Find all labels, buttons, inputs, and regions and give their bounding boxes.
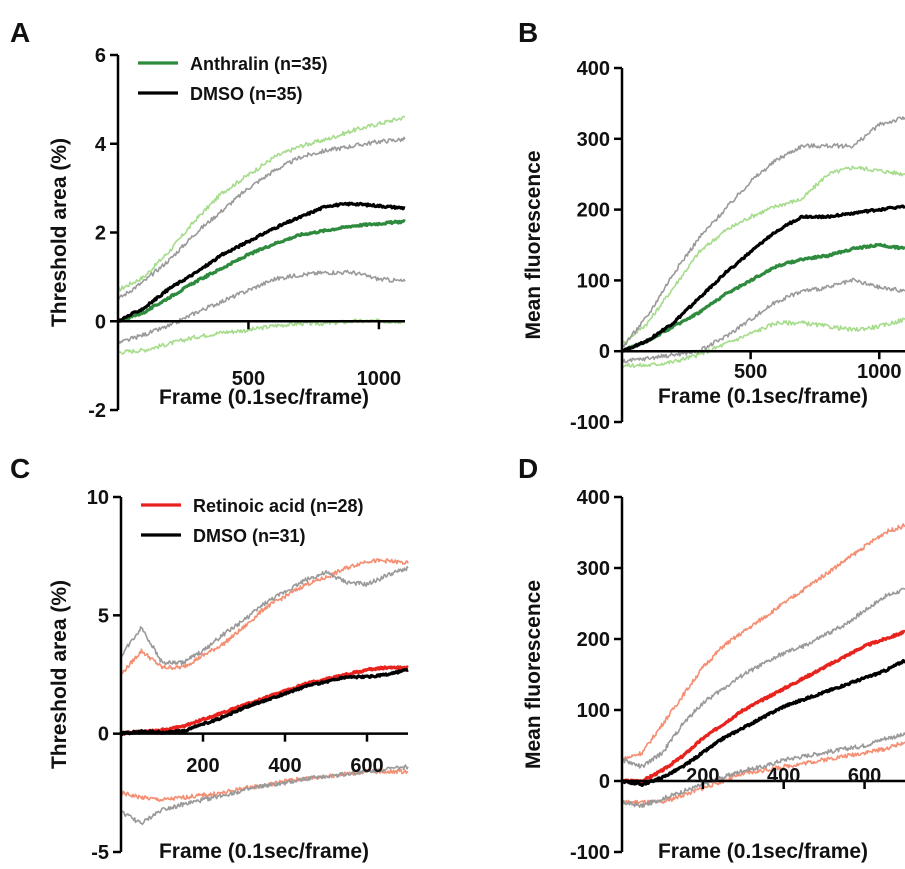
y-tick-label: -2: [88, 400, 106, 422]
series-mean-line: [620, 204, 905, 354]
anthralin-mean-line: [116, 219, 406, 323]
y-tick-label: -100: [570, 412, 610, 434]
retinoic-mean-line: [120, 665, 409, 736]
x-tick-label: 1000: [857, 361, 902, 383]
y-tick-label: 200: [577, 200, 610, 222]
y-axis-title: Threshold area (%): [48, 580, 71, 769]
series-mean-line: [620, 658, 905, 788]
y-tick-label: 300: [577, 558, 610, 580]
dmso-mean-line: [119, 668, 409, 737]
series-group: [620, 523, 905, 809]
x-axis-title: Frame (0.1sec/frame): [159, 386, 369, 409]
y-tick-label: 0: [599, 341, 610, 363]
series-plusSD-line: [117, 115, 406, 292]
series-plusSD-line: [120, 558, 409, 676]
x-axis-title: Frame (0.1sec/frame): [658, 385, 868, 408]
y-tick-label: -100: [570, 842, 610, 864]
y-tick-label: 6: [95, 45, 106, 67]
x-axis-title: Frame (0.1sec/frame): [658, 840, 868, 863]
y-tick-label: 200: [577, 629, 610, 651]
y-tick-label: 100: [577, 270, 610, 292]
dmso-mean-line: [116, 201, 406, 323]
series-minusSD-line: [621, 741, 905, 806]
series-minusSD-line: [117, 269, 406, 345]
series-group: [620, 116, 905, 369]
series-plusSD-line: [621, 116, 905, 349]
y-axis-title: Mean fluorescence: [522, 580, 545, 769]
y-tick-label: 0: [98, 724, 109, 746]
series-mean-line: [620, 629, 905, 784]
series-minusSD-line: [621, 277, 905, 364]
y-tick-label: -5: [91, 842, 109, 864]
x-tick-label: 600: [848, 765, 881, 787]
series-group: [116, 115, 406, 355]
x-tick-label: 200: [686, 765, 719, 787]
y-tick-label: 0: [599, 771, 610, 793]
y-tick-label: 4: [95, 134, 107, 156]
x-tick-label: 1000: [357, 368, 402, 390]
legend: Anthralin (n=35) DMSO (n=35): [138, 54, 328, 104]
series-group: [119, 558, 409, 826]
y-tick-label: 5: [98, 605, 109, 627]
y-tick-label: 300: [577, 129, 610, 151]
x-tick-label: 500: [232, 368, 265, 390]
series-plusSD-line: [120, 565, 409, 666]
x-tick-label: 400: [767, 765, 800, 787]
series-minusSD-line: [621, 317, 905, 369]
panel-letter: D: [518, 453, 538, 484]
series-plusSD-line: [117, 136, 406, 302]
legend: Retinoic acid (n=28) DMSO (n=31): [141, 496, 364, 546]
y-tick-label: 400: [577, 487, 610, 509]
y-tick-label: 400: [577, 58, 610, 80]
series-minusSD-line: [117, 318, 406, 355]
legend-label: DMSO (n=35): [190, 84, 303, 104]
x-axis-title: Frame (0.1sec/frame): [159, 840, 369, 863]
series-minusSD-line: [621, 732, 905, 809]
panel-c: C -5 0 5 10 200 400 600 Frame (0.1sec/frame) Thre…: [10, 453, 409, 864]
series-plusSD-line: [621, 587, 905, 769]
panel-letter: A: [10, 17, 30, 48]
legend-label: DMSO (n=31): [193, 526, 306, 546]
series-plusSD-line: [621, 523, 905, 762]
legend-label: Anthralin (n=35): [190, 54, 328, 74]
x-tick-label: 400: [268, 755, 301, 777]
panel-d: D -100 0 100 200 300 400 200 400 600 Frame (0.1sec…: [518, 453, 905, 864]
x-tick-label: 500: [734, 361, 767, 383]
y-tick-label: 2: [95, 223, 106, 245]
x-tick-label: 200: [186, 755, 219, 777]
y-tick-label: 0: [95, 311, 106, 333]
legend-label: Retinoic acid (n=28): [193, 496, 364, 516]
series-minusSD-line: [120, 764, 409, 826]
y-tick-label: 10: [87, 487, 109, 509]
series-plusSD-line: [621, 165, 905, 346]
y-tick-label: 100: [577, 700, 610, 722]
y-axis-title: Threshold area (%): [48, 138, 71, 327]
panel-letter: B: [518, 17, 538, 48]
panel-letter: C: [10, 453, 30, 484]
series-mean-line: [620, 242, 905, 353]
x-tick-label: 600: [350, 755, 383, 777]
y-axis-title: Mean fluorescence: [522, 150, 545, 339]
